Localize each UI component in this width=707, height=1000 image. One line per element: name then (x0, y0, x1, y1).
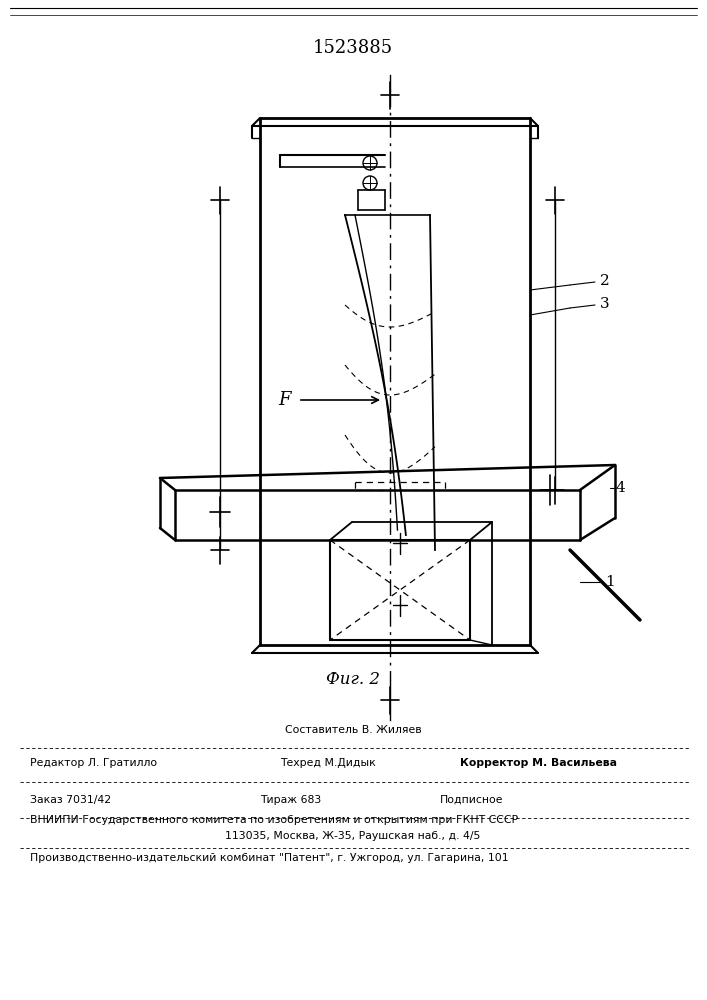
Text: 3: 3 (600, 297, 609, 311)
Text: 4: 4 (615, 481, 625, 495)
Text: 1: 1 (605, 575, 615, 589)
Text: ВНИИПИ Государственного комитета по изобретениям и открытиям при ГКНТ СССР: ВНИИПИ Государственного комитета по изоб… (30, 815, 518, 825)
Text: Техред М.Дидык: Техред М.Дидык (280, 758, 375, 768)
Text: F: F (279, 391, 291, 409)
Text: Редактор Л. Гратилло: Редактор Л. Гратилло (30, 758, 157, 768)
Text: 113035, Москва, Ж-35, Раушская наб., д. 4/5: 113035, Москва, Ж-35, Раушская наб., д. … (226, 831, 481, 841)
Text: Тираж 683: Тираж 683 (260, 795, 321, 805)
Text: Корректор М. Васильева: Корректор М. Васильева (460, 758, 617, 768)
Text: Заказ 7031/42: Заказ 7031/42 (30, 795, 111, 805)
Text: 1523885: 1523885 (313, 39, 393, 57)
Text: Составитель В. Жиляев: Составитель В. Жиляев (285, 725, 421, 735)
Text: 2: 2 (600, 274, 609, 288)
Text: Фиг. 2: Фиг. 2 (326, 672, 380, 688)
Text: Подписное: Подписное (440, 795, 503, 805)
Text: Производственно-издательский комбинат "Патент", г. Ужгород, ул. Гагарина, 101: Производственно-издательский комбинат "П… (30, 853, 508, 863)
